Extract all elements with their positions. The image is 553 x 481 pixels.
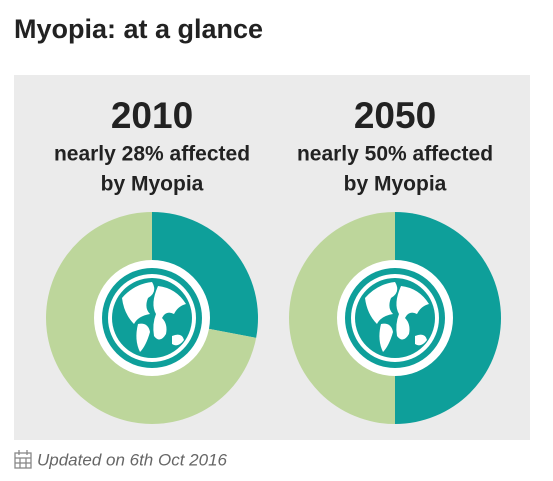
globe-land [379,323,393,352]
globe-land [136,323,150,352]
chart-subtitle: nearly 28% affected [54,143,250,166]
footer-text: Updated on 6th Oct 2016 [37,450,228,469]
chart-title: 2010 [111,95,193,136]
chart-subtitle: by Myopia [101,173,204,196]
chart-subtitle: nearly 50% affected [297,143,493,166]
globe-land [396,286,429,340]
globe-land [365,282,398,324]
page-title: Myopia: at a glance [14,14,263,44]
globe-icon [94,260,210,376]
globe-land [172,334,184,346]
globe-land [122,282,155,324]
globe-land [415,334,427,346]
calendar-icon [14,450,32,469]
globe-icon [337,260,453,376]
chart-subtitle: by Myopia [344,173,447,196]
chart-title: 2050 [354,95,436,136]
globe-land [153,286,186,340]
